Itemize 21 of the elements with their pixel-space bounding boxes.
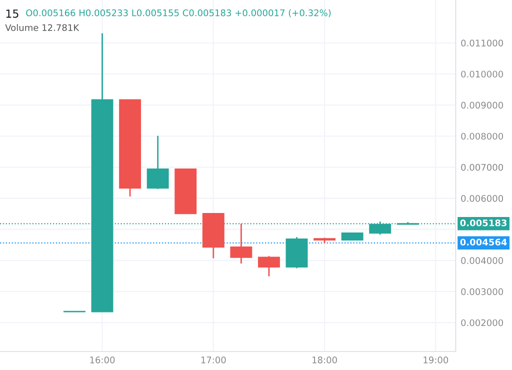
y-tick-label: 0.010000 [461,70,504,78]
candlestick [230,223,252,264]
x-tick-label: 16:00 [90,356,115,364]
y-tick-label: 0.002000 [461,319,504,326]
annotation: Volume 12.781K [5,24,80,32]
y-tick-label: 0.006000 [461,195,504,202]
y-tick-label: 0.003000 [461,288,504,296]
y-tick-label: 0.011000 [461,40,504,46]
y-tick-label: 0.004000 [461,257,504,264]
x-tick-label: 17:00 [201,356,226,364]
text: 15 [6,10,18,18]
x-tick-label: 19:00 [424,356,448,364]
x-tick-label: 18:00 [312,356,337,364]
y-tick-label: 0.008000 [461,132,504,140]
candlestick [146,135,169,190]
candlestick [258,255,280,277]
ref-line-label: 0.004564 [460,238,507,246]
ref-line-label: 0.005183 [460,219,507,226]
y-tick-label: 0.007000 [461,164,504,171]
y-tick-label: 0.009000 [461,102,504,109]
annotation: O0.005166 H0.005233 L0.005155 C0.005183 +0.000017 (+0.32%) [26,9,331,18]
